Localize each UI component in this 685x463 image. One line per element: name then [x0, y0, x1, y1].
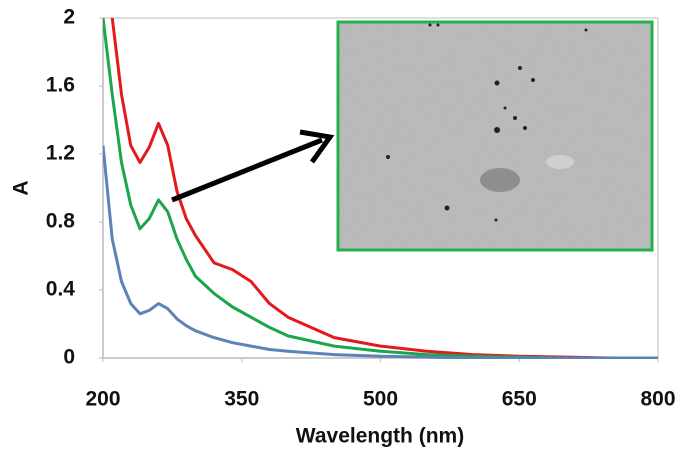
y-tick-label: 1.2 [46, 142, 75, 165]
plot-area: 0 0.4 0.8 1.2 1.6 2 200 350 500 650 800 [46, 6, 676, 411]
x-tick-label: 200 [85, 388, 120, 411]
inset-blob [480, 168, 520, 192]
series-line [103, 18, 658, 359]
x-tick-label: 500 [363, 388, 398, 411]
inset-image [336, 20, 654, 252]
series-line [110, 18, 658, 359]
arrow [171, 129, 335, 203]
y-tick-label: 0.4 [46, 278, 76, 301]
y-tick-label: 2 [63, 6, 75, 29]
y-tick-label: 0.8 [46, 210, 76, 233]
x-tick-label: 800 [640, 388, 675, 411]
inset-blob [546, 155, 574, 169]
x-tick-label: 650 [502, 388, 537, 411]
x-axis-label: Wavelength (nm) [296, 425, 464, 448]
y-axis-label: A [10, 180, 33, 195]
inset-dots [386, 23, 588, 222]
x-tick-label: 350 [224, 388, 259, 411]
y-tick-label: 0 [63, 346, 75, 369]
y-tick-label: 1.6 [46, 74, 75, 97]
series-line [103, 145, 658, 359]
inset-texture [340, 24, 650, 248]
